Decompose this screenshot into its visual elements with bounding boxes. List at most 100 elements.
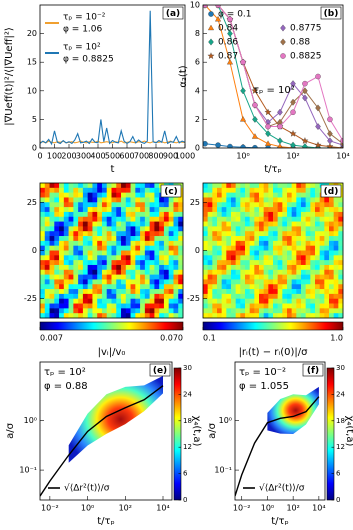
- map-cell: [231, 226, 236, 232]
- map-cell: [226, 226, 232, 232]
- colorbar-label: χ₄(t,a): [191, 416, 202, 447]
- map-cell: [282, 207, 288, 213]
- map-cell: [217, 245, 222, 251]
- map-cell: [87, 298, 93, 304]
- map-cell: [207, 221, 213, 227]
- map-cell: [212, 260, 218, 266]
- map-cell: [315, 293, 320, 300]
- map-cell: [73, 308, 79, 314]
- map-cell: [125, 313, 131, 319]
- map-cell: [159, 202, 165, 208]
- map-cell: [44, 221, 50, 227]
- map-cell: [140, 202, 146, 208]
- map-cell: [178, 236, 184, 242]
- map-cell: [40, 255, 46, 261]
- map-cell: [121, 289, 127, 295]
- map-cell: [116, 308, 122, 314]
- map-cell: [319, 255, 325, 261]
- map-cell: [315, 284, 320, 290]
- map-cell: [329, 260, 334, 266]
- map-cell: [121, 240, 127, 246]
- map-cell: [268, 269, 274, 275]
- map-cell: [301, 284, 306, 290]
- map-cell: [291, 192, 297, 198]
- map-cell: [259, 260, 264, 266]
- map-cell: [140, 260, 146, 266]
- map-cell: [305, 221, 311, 227]
- colorbar-tick-label: 24: [183, 390, 192, 398]
- map-cell: [97, 293, 103, 300]
- map-cell: [54, 293, 60, 300]
- map-cell: [154, 255, 160, 261]
- map-cell: [49, 226, 55, 232]
- map-cell: [287, 260, 292, 266]
- map-cell: [116, 192, 122, 198]
- map-cell: [125, 293, 131, 300]
- map-cell: [144, 221, 150, 227]
- map-cell: [319, 250, 325, 256]
- map-cell: [338, 231, 344, 237]
- map-cell: [173, 226, 179, 232]
- map-cell: [59, 289, 65, 295]
- x-axis-label: t/τₚ: [271, 516, 289, 527]
- map-cell: [168, 313, 174, 319]
- map-cell: [324, 211, 330, 218]
- map-cell: [92, 264, 98, 271]
- map-cell: [296, 207, 302, 213]
- map-cell: [226, 211, 232, 218]
- map-cell: [310, 187, 316, 193]
- map-cell: [63, 250, 69, 256]
- map-cell: [268, 274, 274, 280]
- map-cell: [125, 274, 131, 280]
- map-cell: [231, 250, 236, 256]
- map-cell: [140, 279, 146, 285]
- y-tick-label: 10: [27, 86, 37, 95]
- map-cell: [125, 221, 131, 227]
- map-cell: [125, 183, 131, 189]
- map-cell: [231, 207, 236, 213]
- map-cell: [324, 303, 330, 309]
- map-cell: [87, 260, 93, 266]
- plot-frame: [39, 182, 184, 319]
- map-cell: [140, 255, 146, 261]
- map-cell: [173, 221, 179, 227]
- map-cell: [40, 279, 46, 285]
- map-cell: [259, 308, 264, 314]
- map-cell: [310, 260, 316, 266]
- map-cell: [125, 250, 131, 256]
- map-cell: [125, 240, 131, 246]
- map-cell: [135, 274, 141, 280]
- map-cell: [282, 240, 288, 246]
- map-cell: [291, 260, 297, 266]
- map-cell: [245, 231, 250, 237]
- map-cell: [78, 298, 84, 304]
- y-tick-label: 5: [32, 115, 37, 124]
- map-cell: [291, 236, 297, 242]
- map-cell: [329, 293, 334, 300]
- marker: [265, 123, 271, 130]
- map-cell: [106, 279, 112, 285]
- map-cell: [92, 211, 98, 218]
- map-cell: [249, 236, 255, 242]
- map-cell: [130, 202, 136, 208]
- map-cell: [130, 231, 136, 237]
- map-cell: [106, 187, 112, 193]
- map-cell: [291, 183, 297, 189]
- map-cell: [273, 187, 278, 193]
- map-cell: [291, 202, 297, 208]
- map-cell: [59, 260, 65, 266]
- map-cell: [144, 226, 150, 232]
- map-cell: [273, 245, 278, 251]
- map-cell: [73, 289, 79, 295]
- map-cell: [207, 313, 213, 319]
- map-cell: [125, 260, 131, 266]
- map-cell: [249, 308, 255, 314]
- map-cell: [221, 216, 227, 222]
- marker: [290, 109, 296, 116]
- map-cell: [329, 279, 334, 285]
- map-cell: [226, 313, 232, 319]
- map-cell: [217, 313, 222, 319]
- map-cell: [287, 183, 292, 189]
- map-cell: [273, 255, 278, 261]
- map-cell: [338, 264, 344, 271]
